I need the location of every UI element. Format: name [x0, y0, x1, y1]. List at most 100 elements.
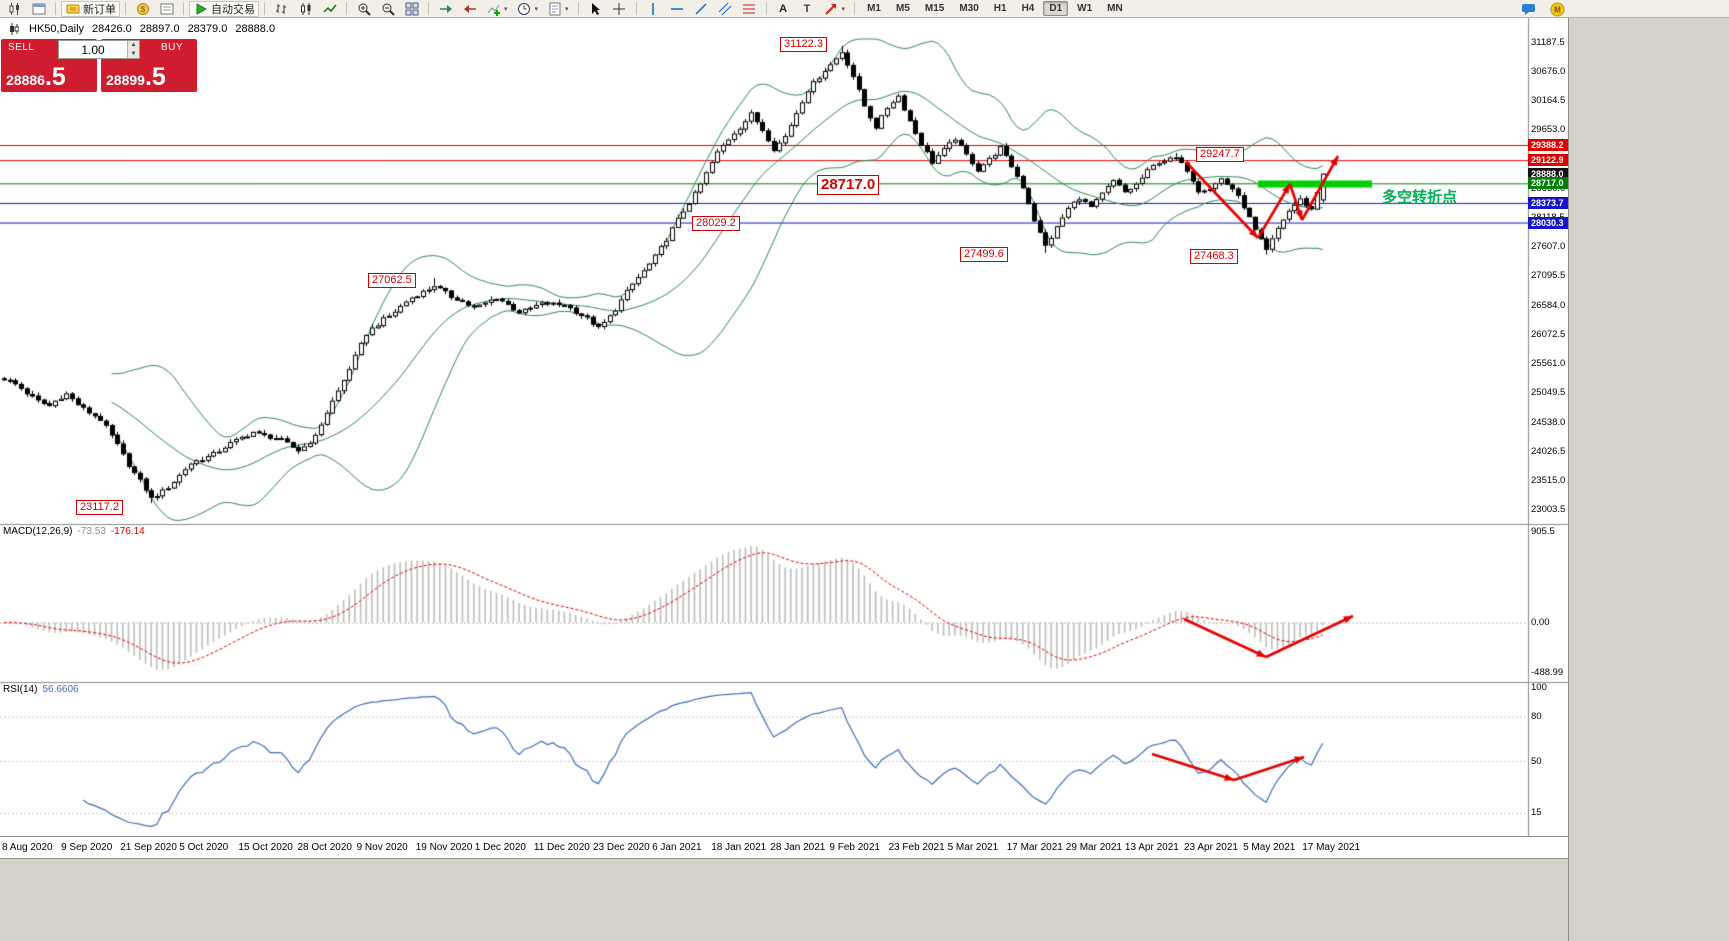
price-tag[interactable]: 29388.2	[1528, 139, 1568, 151]
price-axis-label: 26584.0	[1531, 299, 1566, 311]
time-axis-label: 15 Oct 2020	[238, 842, 293, 853]
auto-scroll-button[interactable]	[434, 1, 457, 17]
chart-shift-button[interactable]	[458, 1, 481, 17]
price-axis-label: 24026.5	[1531, 445, 1566, 457]
price-tag[interactable]: 29122.9	[1528, 154, 1568, 167]
chart-info-line: HK50,Daily 28426.0 28897.0 28379.0 28888…	[6, 21, 275, 36]
rsi-axis-label: 80	[1531, 711, 1542, 723]
candlestick-chart-button[interactable]	[294, 1, 317, 17]
channel-button[interactable]	[714, 1, 737, 17]
templates-button[interactable]: ▾	[543, 1, 573, 17]
volume-down-button[interactable]: ▼	[127, 49, 139, 58]
sell-price: 28886	[6, 72, 45, 88]
timeframe-m15-button[interactable]: M15	[924, 3, 945, 14]
price-chart-canvas[interactable]	[0, 18, 1568, 858]
price-axis-label: 23003.5	[1531, 504, 1566, 516]
timeframe-m1-button[interactable]: M1	[867, 3, 881, 14]
price-callout[interactable]: 27499.6	[960, 247, 1008, 262]
text-label-button[interactable]: T	[796, 1, 819, 17]
chat-icon	[1521, 2, 1536, 17]
main-toolbar: 新订单 $ 自动交易 ▾ ▾ ▾ A T ▾ M1 M5 M15 M30 H1 H4 D1 W1 MN	[0, 0, 1729, 18]
rsi-axis-label: 100	[1531, 681, 1547, 693]
price-axis-label: 25561.0	[1531, 358, 1566, 370]
chart-shift-icon	[462, 1, 477, 16]
price-axis[interactable]: 31187.530676.030164.529653.029141.528630…	[1528, 18, 1568, 838]
tile-windows-button[interactable]	[400, 1, 423, 17]
zoom-out-button[interactable]	[376, 1, 399, 17]
turning-point-label[interactable]: 多空转折点	[1382, 189, 1458, 206]
vertical-line-button[interactable]	[642, 1, 665, 17]
timeframe-m30-button[interactable]: M30	[959, 3, 979, 14]
indicators-button[interactable]: ▾	[482, 1, 512, 17]
fibonacci-button[interactable]	[738, 1, 761, 17]
timeframe-d1-button[interactable]: D1	[1043, 1, 1069, 16]
timeframe-mn-button[interactable]: MN	[1107, 3, 1123, 14]
time-axis[interactable]: 8 Aug 2020 9 Sep 2020 21 Sep 2020 5 Oct 202…	[0, 836, 1568, 858]
zoom-in-button[interactable]	[352, 1, 375, 17]
chart-symbol-period: HK50,Daily	[29, 22, 85, 35]
price-tag[interactable]: 28030.3	[1528, 216, 1568, 229]
price-callout[interactable]: 28029.2	[692, 216, 740, 231]
macd-value-signal: -176.14	[110, 526, 145, 537]
bar-chart-button[interactable]	[270, 1, 293, 17]
timeframe-m5-button[interactable]: M5	[895, 3, 910, 14]
price-callout[interactable]: 27062.5	[368, 273, 416, 288]
text-label-icon: T	[803, 2, 811, 15]
line-chart-button[interactable]	[318, 1, 341, 17]
autotrading-button[interactable]: 自动交易	[189, 0, 259, 17]
arrows-button[interactable]: ▾	[820, 1, 850, 17]
community-icon: M	[1550, 2, 1565, 17]
zoom-out-icon	[380, 1, 395, 16]
new-order-button[interactable]: 新订单	[61, 0, 120, 17]
workspace-background-right	[1568, 18, 1729, 941]
price-callout[interactable]: 27468.3	[1190, 249, 1238, 264]
channel-icon	[718, 1, 733, 16]
toolbar-right-icons: M	[1517, 1, 1569, 17]
trendline-button[interactable]	[690, 1, 713, 17]
chat-button[interactable]	[1517, 1, 1540, 17]
chart-profiles-button[interactable]	[27, 1, 50, 17]
svg-text:$: $	[140, 5, 145, 14]
toolbar-separator	[125, 2, 126, 15]
price-axis-label: 27607.0	[1531, 241, 1566, 253]
data-window-icon	[159, 1, 174, 16]
timeframe-h4-button[interactable]: H4	[1021, 3, 1035, 14]
price-axis-label: 26072.5	[1531, 328, 1566, 340]
new-chart-button[interactable]	[3, 1, 26, 17]
data-window-button[interactable]	[155, 1, 178, 17]
timeframe-w1-button[interactable]: W1	[1077, 3, 1093, 14]
price-tag[interactable]: 28888.0	[1528, 167, 1568, 180]
new-order-button-label: 新订单	[83, 3, 116, 16]
text-button[interactable]: A	[772, 1, 795, 17]
crosshair-button[interactable]	[608, 1, 631, 17]
price-axis-label: 23515.0	[1531, 474, 1566, 486]
volume-input[interactable]: 1.00 ▲ ▼	[58, 40, 140, 59]
time-axis-label: 13 Apr 2021	[1124, 842, 1179, 853]
time-axis-label: 17 May 2021	[1302, 842, 1361, 853]
time-axis-label: 29 Mar 2021	[1065, 842, 1122, 853]
zoom-in-icon	[356, 1, 371, 16]
horizontal-line-button[interactable]	[666, 1, 689, 17]
community-button[interactable]: M	[1546, 1, 1569, 17]
price-tag[interactable]: 28373.7	[1528, 196, 1568, 209]
horizontal-line-icon	[670, 1, 685, 16]
price-callout[interactable]: 28717.0	[817, 175, 880, 195]
time-axis-label: 5 Oct 2020	[179, 842, 229, 853]
price-callout[interactable]: 31122.3	[780, 37, 827, 52]
price-callout[interactable]: 23117.2	[76, 500, 123, 515]
volume-up-button[interactable]: ▲	[127, 41, 139, 50]
cursor-button[interactable]	[584, 1, 607, 17]
toolbar-separator	[577, 2, 579, 15]
timeframe-h1-button[interactable]: H1	[993, 3, 1007, 14]
ohlc-close: 28888.0	[235, 22, 276, 35]
svg-text:M: M	[1554, 5, 1561, 14]
market-watch-button[interactable]: $	[131, 1, 154, 17]
tile-windows-icon	[404, 1, 419, 16]
price-tag[interactable]: 28717.0	[1528, 177, 1568, 190]
price-callout[interactable]: 29247.7	[1196, 147, 1244, 162]
price-axis-label: 27095.5	[1531, 270, 1566, 282]
time-axis-label: 9 Sep 2020	[61, 842, 113, 853]
periods-button[interactable]: ▾	[513, 1, 543, 17]
arrows-icon	[824, 1, 839, 16]
rsi-indicator-label: RSI(14) 56.6606	[3, 684, 79, 695]
